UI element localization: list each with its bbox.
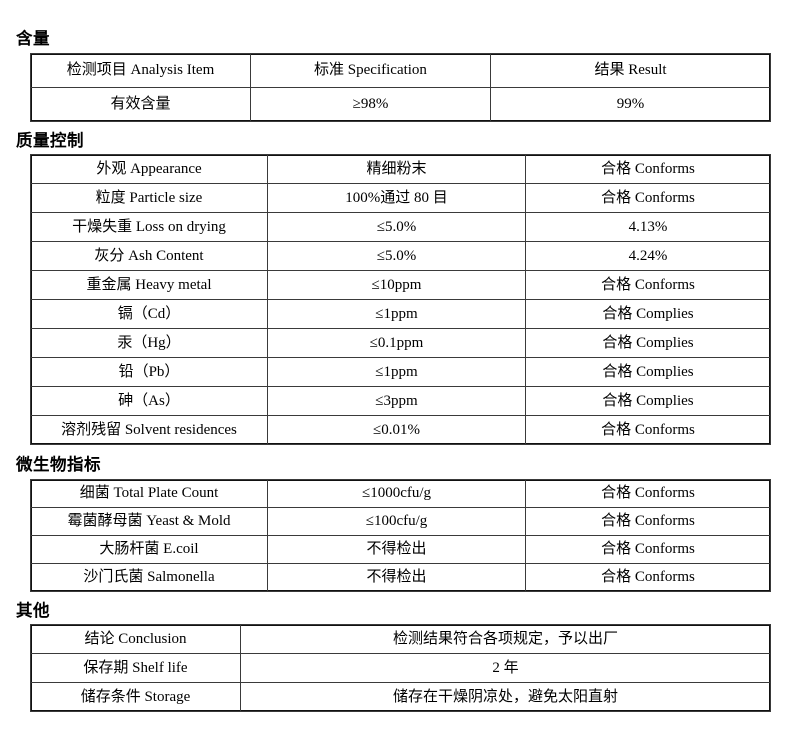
table-row: 干燥失重 Loss on drying ≤5.0% 4.13%	[30, 212, 771, 242]
cell-spec: ≤10ppm	[267, 270, 526, 300]
cell-result: 合格 Conforms	[525, 534, 771, 564]
cell-result: 合格 Conforms	[525, 270, 771, 300]
cell-item: 有效含量	[30, 86, 251, 122]
table-row: 铅（Pb） ≤1ppm 合格 Complies	[30, 357, 771, 387]
table-row: 霉菌酵母菌 Yeast & Mold ≤100cfu/g 合格 Conforms	[30, 506, 771, 536]
cell-result: 合格 Conforms	[525, 506, 771, 536]
cell-spec: 不得检出	[267, 562, 526, 592]
table-row: 储存条件 Storage 储存在干燥阴凉处，避免太阳直射	[30, 682, 771, 712]
cell-item: 大肠杆菌 E.coil	[30, 534, 268, 564]
cell-result: 合格 Complies	[525, 386, 771, 416]
cell-value: 储存在干燥阴凉处，避免太阳直射	[240, 682, 771, 712]
table-content: 检测项目 Analysis Item 标准 Specification 结果 R…	[30, 52, 771, 122]
cell-result: 合格 Conforms	[525, 562, 771, 592]
cell-result: 合格 Conforms	[525, 415, 771, 445]
cell-item: 溶剂残留 Solvent residences	[30, 415, 268, 445]
column-header-specification: 标准 Specification	[250, 52, 491, 88]
column-header-result: 结果 Result	[490, 52, 771, 88]
cell-result: 合格 Complies	[525, 328, 771, 358]
column-header-analysis-item: 检测项目 Analysis Item	[30, 52, 251, 88]
cell-item: 结论 Conclusion	[30, 624, 241, 654]
cell-result: 合格 Conforms	[525, 478, 771, 508]
cell-item: 汞（Hg）	[30, 328, 268, 358]
cell-item: 储存条件 Storage	[30, 682, 241, 712]
cell-item: 霉菌酵母菌 Yeast & Mold	[30, 506, 268, 536]
cell-item: 沙门氏菌 Salmonella	[30, 562, 268, 592]
table-row: 重金属 Heavy metal ≤10ppm 合格 Conforms	[30, 270, 771, 300]
cell-item: 外观 Appearance	[30, 154, 268, 184]
section-title-quality-control: 质量控制	[16, 131, 84, 150]
cell-item: 铅（Pb）	[30, 357, 268, 387]
cell-spec: ≤1ppm	[267, 299, 526, 329]
section-title-microbiology: 微生物指标	[16, 456, 101, 474]
cell-spec: ≤1ppm	[267, 357, 526, 387]
table-row: 灰分 Ash Content ≤5.0% 4.24%	[30, 241, 771, 271]
cell-result: 合格 Conforms	[525, 154, 771, 184]
table-row: 汞（Hg） ≤0.1ppm 合格 Complies	[30, 328, 771, 358]
table-row: 镉（Cd） ≤1ppm 合格 Complies	[30, 299, 771, 329]
table-row: 溶剂残留 Solvent residences ≤0.01% 合格 Confor…	[30, 415, 771, 445]
cell-spec: 精细粉末	[267, 154, 526, 184]
cell-spec: ≤100cfu/g	[267, 506, 526, 536]
section-content: 含量 检测项目 Analysis Item 标准 Specification 结…	[0, 0, 800, 122]
cell-item: 干燥失重 Loss on drying	[30, 212, 268, 242]
cell-spec: ≤1000cfu/g	[267, 478, 526, 508]
cell-value: 2 年	[240, 653, 771, 683]
cell-result: 99%	[490, 86, 771, 122]
table-row: 砷（As） ≤3ppm 合格 Complies	[30, 386, 771, 416]
section-quality-control: 质量控制 外观 Appearance 精细粉末 合格 Conforms 粒度 P…	[0, 122, 800, 445]
cell-value: 检测结果符合各项规定，予以出厂	[240, 624, 771, 654]
table-row: 细菌 Total Plate Count ≤1000cfu/g 合格 Confo…	[30, 478, 771, 508]
cell-item: 细菌 Total Plate Count	[30, 478, 268, 508]
table-row: 粒度 Particle size 100%通过 80 目 合格 Conforms	[30, 183, 771, 213]
cell-item: 保存期 Shelf life	[30, 653, 241, 683]
table-quality-control: 外观 Appearance 精细粉末 合格 Conforms 粒度 Partic…	[30, 154, 771, 445]
table-row: 外观 Appearance 精细粉末 合格 Conforms	[30, 154, 771, 184]
table-microbiology: 细菌 Total Plate Count ≤1000cfu/g 合格 Confo…	[30, 478, 771, 592]
cell-spec: 不得检出	[267, 534, 526, 564]
cell-result: 合格 Complies	[525, 357, 771, 387]
cell-spec: ≤3ppm	[267, 386, 526, 416]
table-other: 结论 Conclusion 检测结果符合各项规定，予以出厂 保存期 Shelf …	[30, 624, 771, 712]
cell-result: 合格 Complies	[525, 299, 771, 329]
section-title-other: 其他	[16, 601, 50, 620]
section-microbiology: 微生物指标 细菌 Total Plate Count ≤1000cfu/g 合格…	[0, 445, 800, 592]
cell-spec: ≥98%	[250, 86, 491, 122]
cell-item: 镉（Cd）	[30, 299, 268, 329]
section-title-content: 含量	[16, 30, 50, 48]
cell-spec: ≤0.1ppm	[267, 328, 526, 358]
table-row: 结论 Conclusion 检测结果符合各项规定，予以出厂	[30, 624, 771, 654]
cell-item: 重金属 Heavy metal	[30, 270, 268, 300]
cell-item: 灰分 Ash Content	[30, 241, 268, 271]
cell-result: 4.24%	[525, 241, 771, 271]
cell-result: 4.13%	[525, 212, 771, 242]
section-other: 其他 结论 Conclusion 检测结果符合各项规定，予以出厂 保存期 She…	[0, 592, 800, 712]
cell-spec: ≤5.0%	[267, 212, 526, 242]
table-header-row: 检测项目 Analysis Item 标准 Specification 结果 R…	[30, 52, 771, 88]
table-row: 大肠杆菌 E.coil 不得检出 合格 Conforms	[30, 534, 771, 564]
table-row: 沙门氏菌 Salmonella 不得检出 合格 Conforms	[30, 562, 771, 592]
cell-result: 合格 Conforms	[525, 183, 771, 213]
table-row: 有效含量 ≥98% 99%	[30, 86, 771, 122]
cell-spec: ≤0.01%	[267, 415, 526, 445]
cell-item: 粒度 Particle size	[30, 183, 268, 213]
cell-spec: 100%通过 80 目	[267, 183, 526, 213]
table-row: 保存期 Shelf life 2 年	[30, 653, 771, 683]
cell-item: 砷（As）	[30, 386, 268, 416]
cell-spec: ≤5.0%	[267, 241, 526, 271]
